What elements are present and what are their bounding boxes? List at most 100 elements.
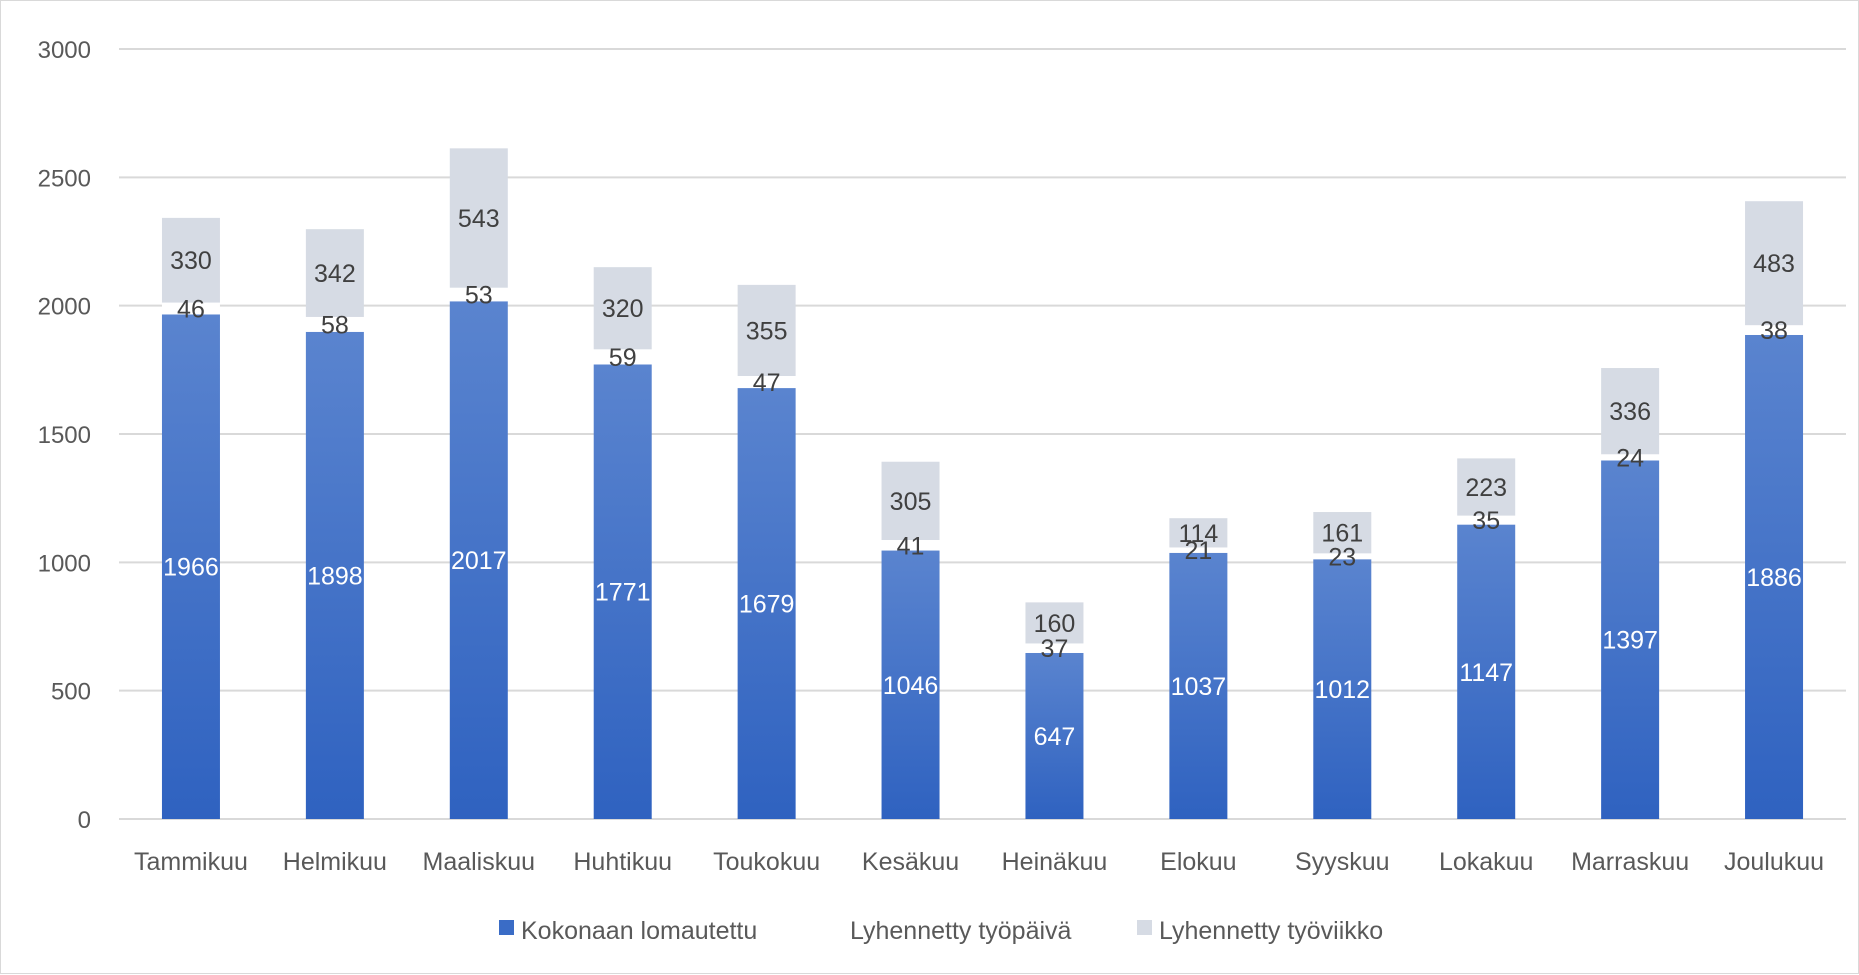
legend-swatch bbox=[499, 920, 514, 935]
data-label: 24 bbox=[1616, 444, 1644, 472]
bar-segment bbox=[1745, 201, 1804, 326]
bar-segment bbox=[1169, 547, 1228, 553]
bar-segment bbox=[1745, 325, 1804, 335]
bar-segment bbox=[1457, 458, 1516, 516]
data-label: 647 bbox=[1034, 723, 1076, 751]
data-label: 47 bbox=[753, 369, 781, 397]
data-label: 1679 bbox=[739, 591, 795, 619]
data-label: 330 bbox=[170, 247, 212, 275]
data-label: 543 bbox=[458, 205, 500, 233]
legend-label: Lyhennetty työpäivä bbox=[850, 917, 1072, 945]
bar-segment bbox=[1025, 652, 1084, 819]
data-label: 59 bbox=[609, 344, 637, 372]
gridlines bbox=[119, 48, 1846, 820]
data-label: 223 bbox=[1465, 474, 1507, 502]
x-category-label: Syyskuu bbox=[1295, 848, 1389, 876]
legend-swatch bbox=[828, 920, 843, 935]
bar-segment bbox=[1313, 559, 1372, 819]
data-label: 1966 bbox=[163, 554, 219, 582]
bars bbox=[161, 148, 1804, 819]
data-label: 35 bbox=[1472, 507, 1500, 535]
data-label: 21 bbox=[1184, 537, 1212, 565]
x-category-label: Helmikuu bbox=[283, 848, 387, 876]
bar-segment bbox=[881, 461, 940, 541]
data-label: 58 bbox=[321, 311, 349, 339]
data-label: 160 bbox=[1034, 610, 1076, 638]
y-tick-label: 3000 bbox=[38, 37, 91, 64]
bar-segment bbox=[1025, 643, 1084, 653]
legend-swatch bbox=[1137, 920, 1152, 935]
bar-segment bbox=[1745, 334, 1804, 819]
data-label: 53 bbox=[465, 282, 493, 310]
bar-segment bbox=[593, 364, 652, 819]
x-category-label: Maaliskuu bbox=[423, 848, 536, 876]
x-category-label: Lokakuu bbox=[1439, 848, 1534, 876]
legend: Kokonaan lomautettu Lyhennetty työpäivä Ly… bbox=[499, 917, 1383, 945]
y-tick-label: 1500 bbox=[38, 422, 91, 449]
data-label: 1898 bbox=[307, 562, 363, 590]
data-label: 355 bbox=[746, 317, 788, 345]
data-label: 1147 bbox=[1459, 659, 1513, 687]
bar-segment bbox=[737, 284, 796, 376]
data-label: 1886 bbox=[1746, 564, 1802, 592]
data-label: 114 bbox=[1178, 520, 1218, 548]
bar-segment bbox=[881, 550, 940, 819]
bar-segment bbox=[1169, 552, 1228, 819]
data-label: 1037 bbox=[1171, 673, 1227, 701]
y-tick-label: 1000 bbox=[38, 550, 91, 577]
x-category-label: Elokuu bbox=[1160, 848, 1236, 876]
legend-label: Lyhennetty työviikko bbox=[1159, 917, 1383, 945]
x-category-label: Toukokuu bbox=[713, 848, 820, 876]
bar-segment bbox=[305, 229, 364, 317]
bar-segment bbox=[593, 349, 652, 365]
data-label: 2017 bbox=[451, 547, 507, 575]
bar-segment bbox=[449, 287, 508, 302]
y-axis-tick-labels: 0 500 1000 1500 2000 2500 3000 bbox=[38, 37, 91, 834]
bar-segment bbox=[449, 148, 508, 288]
data-label: 305 bbox=[890, 488, 932, 516]
bar-segment bbox=[305, 316, 364, 332]
bar-segment bbox=[1457, 515, 1516, 525]
y-tick-label: 2500 bbox=[38, 165, 91, 192]
bar-segment bbox=[1601, 454, 1660, 461]
x-category-label: Huhtikuu bbox=[573, 848, 672, 876]
x-axis-category-labels: Tammikuu Helmikuu Maaliskuu Huhtikuu Toukoku… bbox=[134, 848, 1824, 876]
data-label: 161 bbox=[1321, 520, 1363, 548]
x-category-label: Kesäkuu bbox=[862, 848, 959, 876]
bar-segment bbox=[1313, 553, 1372, 560]
y-tick-label: 2000 bbox=[38, 294, 91, 321]
data-label: 336 bbox=[1609, 398, 1651, 426]
bar-segment bbox=[161, 302, 220, 315]
data-label: 1012 bbox=[1314, 676, 1370, 704]
bar-segment bbox=[305, 331, 364, 819]
bar-segment bbox=[161, 314, 220, 819]
bar-segment bbox=[161, 217, 220, 303]
bar-segment bbox=[737, 375, 796, 389]
bar-segment bbox=[1601, 368, 1660, 455]
bar-segment bbox=[1601, 460, 1660, 819]
x-category-label: Heinäkuu bbox=[1002, 848, 1108, 876]
data-label: 342 bbox=[314, 260, 356, 288]
data-label: 23 bbox=[1328, 543, 1356, 571]
data-label: 1046 bbox=[883, 672, 939, 700]
x-category-label: Tammikuu bbox=[134, 848, 248, 876]
bar-segment bbox=[449, 301, 508, 819]
data-labels: 1966 46 330 1898 58 342 2017 53 543 1771 59 320 1679… bbox=[163, 205, 1802, 751]
data-label: 1771 bbox=[595, 579, 651, 607]
x-category-label: Joulukuu bbox=[1724, 848, 1824, 876]
bar-segment bbox=[881, 540, 940, 551]
bar-segment bbox=[737, 388, 796, 819]
bar-segment bbox=[1457, 524, 1516, 819]
data-label: 320 bbox=[602, 295, 644, 323]
data-label: 483 bbox=[1753, 250, 1795, 278]
bar-segment bbox=[1169, 518, 1228, 548]
legend-label: Kokonaan lomautettu bbox=[521, 917, 757, 945]
bar-segment bbox=[1025, 602, 1084, 644]
data-label: 37 bbox=[1041, 635, 1069, 663]
y-tick-label: 500 bbox=[51, 679, 91, 706]
data-label: 38 bbox=[1760, 317, 1788, 345]
data-label: 1397 bbox=[1602, 627, 1658, 655]
data-label: 41 bbox=[897, 532, 925, 560]
